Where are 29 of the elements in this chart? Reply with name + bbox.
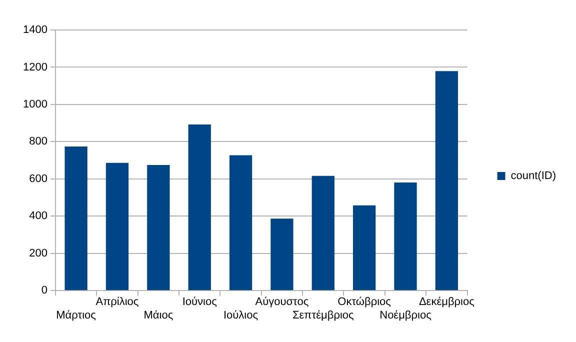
bar — [229, 155, 252, 290]
bar — [352, 205, 376, 290]
bar — [64, 146, 88, 290]
x-tick-label: Ιούνιος — [182, 296, 217, 308]
y-tick-label: 1200 — [22, 61, 48, 74]
y-tick-label: 200 — [29, 247, 48, 260]
y-tick-label: 0 — [41, 284, 48, 297]
bar — [147, 164, 170, 290]
y-tick-label: 600 — [29, 172, 48, 185]
bar — [394, 182, 417, 290]
x-tick-label: Μάιος — [144, 309, 174, 322]
y-tick-label: 800 — [29, 136, 48, 148]
x-tick-label: Ιούλιος — [223, 309, 258, 322]
x-tick-label: Μάρτιος — [56, 309, 96, 322]
bar — [435, 71, 458, 290]
bar — [312, 176, 334, 290]
x-tick-label: Οκτώβριος — [338, 296, 391, 308]
x-tick-label: Απρίλιος — [96, 296, 139, 308]
y-tick-label: 1400 — [22, 24, 48, 36]
legend-label: count(ID) — [510, 170, 556, 182]
bar — [270, 218, 294, 290]
bar — [188, 124, 211, 290]
x-tick-label: Δεκέμβριος — [418, 296, 474, 308]
y-tick-label: 400 — [29, 210, 48, 222]
bar — [106, 162, 129, 290]
x-tick-label: Νοέμβριος — [380, 309, 432, 322]
x-tick-label: Αύγουστος — [255, 296, 309, 308]
y-tick-label: 1000 — [22, 98, 48, 110]
x-tick-label: Σεπτέμβριος — [292, 309, 354, 322]
